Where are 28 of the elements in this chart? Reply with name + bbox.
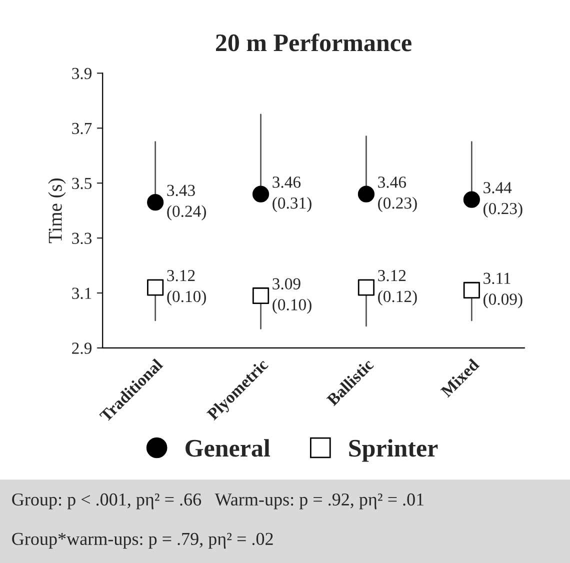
point [463, 191, 480, 208]
data-label: 3.46 (0.31) [272, 176, 312, 212]
text: Group: p < .001, pη² = .66 Warm-ups: p = .92, pη² = .01 [12, 493, 424, 510]
legend-label: General [186, 439, 270, 457]
point [358, 186, 375, 202]
point [358, 279, 375, 296]
y-tick-label: 3.7 [72, 122, 92, 134]
y-tick-label: 3.1 [72, 288, 92, 300]
data-label: 3.12 (0.12) [378, 270, 417, 306]
data-label: 3.46 (0.23) [378, 176, 417, 212]
y-tick-label: 3.9 [72, 68, 92, 80]
legend-label: Sprinter [349, 439, 438, 462]
y-tick-label: 3.5 [72, 178, 92, 190]
y-axis-title: Time (s) [48, 178, 66, 244]
data-label: 3.44 (0.23) [484, 182, 522, 218]
point [252, 287, 270, 304]
data-label: 3.11 (0.09) [484, 272, 522, 308]
point [147, 194, 164, 211]
y-tick-label: 3.3 [72, 232, 92, 244]
text: Group*warm-ups: p = .79, pη² = .02 [12, 532, 273, 549]
point [252, 186, 270, 202]
chart-title: 20 m Performance [216, 33, 412, 52]
data-label: 3.12 (0.10) [167, 270, 206, 306]
point [463, 282, 480, 299]
data-label: 3.43 (0.24) [167, 184, 206, 220]
data-label: 3.09 (0.10) [272, 278, 312, 314]
y-tick-label: 2.9 [72, 342, 92, 354]
point [147, 279, 164, 296]
